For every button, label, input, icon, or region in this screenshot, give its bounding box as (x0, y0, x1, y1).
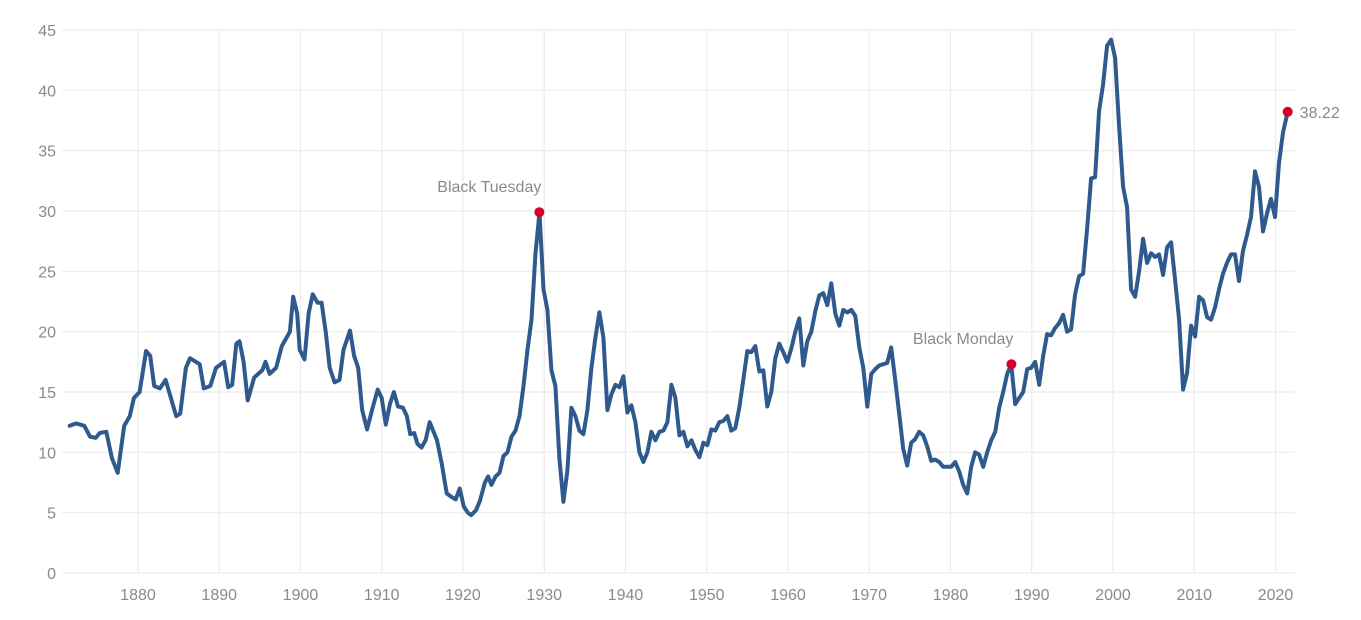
annotations: Black Tuesday Black Monday 38.22 (437, 105, 1340, 370)
x-axis-ticks: 1880 1890 1900 1910 1920 1930 1940 1950 1960 1970… (120, 587, 1293, 604)
x-tick-label: 1880 (120, 587, 156, 604)
x-tick-label: 1910 (364, 587, 400, 604)
x-tick-label: 1990 (1014, 587, 1050, 604)
x-tick-label: 2010 (1176, 587, 1212, 604)
y-tick-label: 0 (47, 566, 56, 583)
annotation-marker (534, 207, 545, 218)
y-tick-label: 35 (38, 144, 56, 161)
y-tick-label: 5 (47, 506, 56, 523)
x-tick-label: 2020 (1258, 587, 1294, 604)
y-axis-ticks: 0 5 10 15 20 25 30 35 40 45 (38, 23, 56, 583)
y-tick-label: 40 (38, 83, 56, 100)
x-tick-label: 1950 (689, 587, 725, 604)
y-tick-label: 45 (38, 23, 56, 40)
annotation-marker (1282, 106, 1293, 117)
y-tick-label: 10 (38, 445, 56, 462)
x-tick-label: 1900 (283, 587, 319, 604)
x-tick-label: 1920 (445, 587, 481, 604)
annotation-marker (1006, 359, 1017, 370)
x-tick-label: 1930 (526, 587, 562, 604)
y-tick-label: 15 (38, 385, 56, 402)
x-tick-label: 1970 (851, 587, 887, 604)
x-tick-label: 1890 (201, 587, 237, 604)
y-tick-label: 25 (38, 264, 56, 281)
x-tick-label: 1960 (770, 587, 806, 604)
x-tick-label: 2000 (1095, 587, 1131, 604)
y-tick-label: 20 (38, 325, 56, 342)
x-tick-label: 1940 (608, 587, 644, 604)
gridlines (62, 29, 1295, 574)
annotation-label: Black Tuesday (437, 179, 541, 196)
series-line-shiller-pe (67, 37, 1290, 518)
annotation-label: 38.22 (1300, 105, 1340, 122)
x-tick-label: 1980 (933, 587, 969, 604)
annotation-label: Black Monday (913, 331, 1014, 348)
y-tick-label: 30 (38, 204, 56, 221)
